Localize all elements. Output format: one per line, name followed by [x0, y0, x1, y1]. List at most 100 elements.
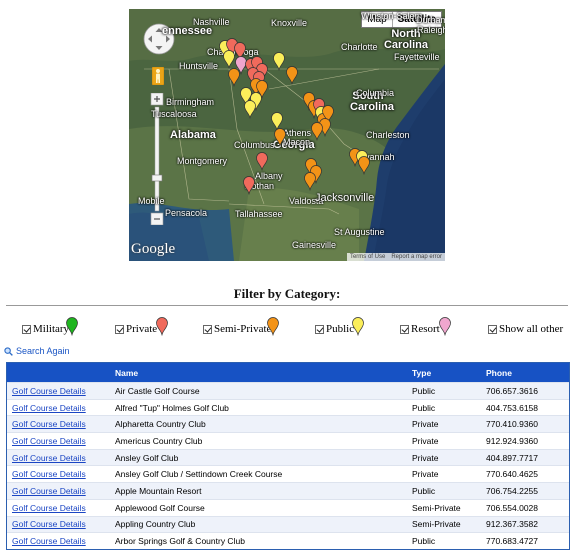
- golf-course-details-link[interactable]: Golf Course Details: [12, 435, 86, 446]
- filter-public[interactable]: Public: [315, 323, 354, 335]
- golf-course-details-link[interactable]: Golf Course Details: [12, 402, 86, 413]
- city-label: Fayetteville: [394, 52, 440, 62]
- terms-of-use-link[interactable]: Terms of Use: [349, 254, 386, 260]
- map-marker-resort-icon[interactable]: [235, 56, 247, 75]
- header-name[interactable]: Name: [115, 367, 139, 378]
- show-all-other-checkbox[interactable]: [488, 324, 497, 334]
- course-name: Ansley Golf Club: [115, 452, 179, 463]
- map-marker-public-icon[interactable]: [240, 87, 252, 106]
- filter-show-all-other[interactable]: Show all other: [488, 323, 563, 335]
- map-marker-semi-private-icon[interactable]: [322, 105, 334, 124]
- semi-private-pin-icon: [267, 317, 279, 336]
- map-marker-semi-private-icon[interactable]: [358, 156, 370, 175]
- map-marker-private-icon[interactable]: [243, 176, 255, 195]
- state-label-north-carolina: North Carolina: [381, 29, 431, 51]
- city-label: Mobile: [138, 196, 165, 206]
- map-type-control: Map Satellite: [361, 11, 442, 28]
- map-marker-semi-private-icon[interactable]: [311, 122, 323, 141]
- golf-course-details-link[interactable]: Golf Course Details: [12, 536, 86, 547]
- map-marker-semi-private-icon[interactable]: [256, 80, 268, 99]
- table-body: Golf Course Details Air Castle Golf Cour…: [7, 382, 569, 549]
- golf-course-details-link[interactable]: Golf Course Details: [12, 469, 86, 480]
- military-label: Military: [33, 323, 70, 335]
- map-marker-private-icon[interactable]: [256, 152, 268, 171]
- city-label: Dothan: [245, 181, 275, 191]
- header-phone[interactable]: Phone: [486, 367, 512, 378]
- resort-checkbox[interactable]: [400, 324, 409, 334]
- city-label: Columbus: [234, 140, 275, 150]
- course-type: Public: [412, 536, 436, 547]
- map-marker-private-icon[interactable]: [234, 42, 246, 61]
- filter-semi-private[interactable]: Semi-Private: [203, 323, 271, 335]
- pan-control-icon[interactable]: [143, 23, 175, 55]
- table-row: Golf Course Details Air Castle Golf Cour…: [7, 382, 569, 399]
- course-phone: 706.554.0028: [486, 502, 538, 513]
- report-map-error-link[interactable]: Report a map error: [391, 254, 442, 260]
- map-marker-public-icon[interactable]: [271, 112, 283, 131]
- map-marker-semi-private-icon[interactable]: [274, 128, 286, 147]
- zoom-handle[interactable]: [151, 174, 163, 182]
- filter-resort[interactable]: Resort: [400, 323, 440, 335]
- filter-military[interactable]: Military: [22, 323, 69, 335]
- search-again-label: Search Again: [16, 346, 70, 356]
- semi-private-label: Semi-Private: [214, 323, 272, 335]
- course-name: Apple Mountain Resort: [115, 485, 202, 496]
- city-label: Tuscaloosa: [151, 109, 197, 119]
- private-checkbox[interactable]: [115, 324, 124, 334]
- filter-private[interactable]: Private: [115, 323, 157, 335]
- city-label: Athens: [283, 128, 312, 138]
- table-row: Golf Course Details Arbor Springs Golf &…: [7, 532, 569, 549]
- course-type: Public: [412, 385, 436, 396]
- semi-private-checkbox[interactable]: [203, 324, 212, 334]
- golf-course-details-link[interactable]: Golf Course Details: [12, 502, 86, 513]
- city-label: Albany: [255, 171, 283, 181]
- table-header: Name Type Phone: [7, 363, 569, 382]
- city-label: Tallahassee: [235, 209, 283, 219]
- city-label: Birmingham: [166, 97, 215, 107]
- map-marker-semi-private-icon[interactable]: [304, 172, 316, 191]
- golf-course-details-link[interactable]: Golf Course Details: [12, 385, 86, 396]
- filter-title: Filter by Category:: [233, 286, 341, 301]
- table-row: Golf Course Details Americus Country Clu…: [7, 432, 569, 449]
- map-marker-semi-private-icon[interactable]: [286, 66, 298, 85]
- course-name: Americus Country Club: [115, 435, 203, 446]
- course-phone: 770.640.4625: [486, 469, 538, 480]
- street-view-pegman-icon[interactable]: [152, 67, 164, 85]
- filter-divider: [6, 305, 568, 306]
- map[interactable]: Map Satellite ennessee North Carolina So…: [129, 9, 445, 261]
- map-type-satellite-button[interactable]: Satellite: [391, 12, 441, 27]
- city-label: Winston-Salem: [361, 11, 423, 21]
- golf-course-details-link[interactable]: Golf Course Details: [12, 452, 86, 463]
- course-type: Public: [412, 485, 436, 496]
- search-again-link[interactable]: Search Again: [4, 346, 70, 356]
- map-marker-semi-private-icon[interactable]: [228, 68, 240, 87]
- map-marker-public-icon[interactable]: [273, 52, 285, 71]
- city-label: Durham: [416, 15, 445, 25]
- military-checkbox[interactable]: [22, 324, 31, 334]
- filter-categories: Military Private Semi-Private Public: [0, 317, 574, 341]
- header-type[interactable]: Type: [412, 367, 432, 378]
- golf-course-details-link[interactable]: Golf Course Details: [12, 485, 86, 496]
- map-marker-public-icon[interactable]: [244, 100, 256, 119]
- course-type: Private: [412, 419, 439, 430]
- course-phone: 770.683.4727: [486, 536, 538, 547]
- course-name: Applewood Golf Course: [115, 502, 205, 513]
- course-type: Private: [412, 469, 439, 480]
- golf-course-details-link[interactable]: Golf Course Details: [12, 419, 86, 430]
- private-label: Private: [126, 323, 158, 335]
- course-phone: 912.924.9360: [486, 435, 538, 446]
- zoom-slider[interactable]: [150, 93, 164, 225]
- military-pin-icon: [66, 317, 78, 336]
- public-checkbox[interactable]: [315, 324, 324, 334]
- map-type-map-button[interactable]: Map: [367, 14, 387, 25]
- course-name: Appling Country Club: [115, 519, 196, 530]
- map-marker-public-icon[interactable]: [223, 50, 235, 69]
- city-label: Nashville: [193, 17, 230, 27]
- course-phone: 404.897.7717: [486, 452, 538, 463]
- show-all-other-label: Show all other: [499, 323, 564, 335]
- city-label: Macon: [283, 137, 311, 147]
- public-label: Public: [326, 323, 355, 335]
- golf-course-details-link[interactable]: Golf Course Details: [12, 519, 86, 530]
- course-type: Private: [412, 435, 439, 446]
- table-row: Golf Course Details Applewood Golf Cours…: [7, 498, 569, 516]
